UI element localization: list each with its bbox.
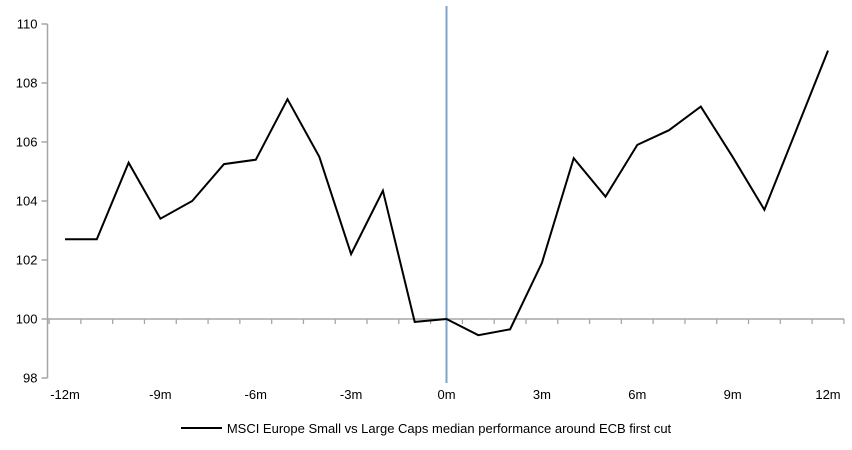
line-chart: 98 100 102 104 106 108 110 -12m -9m -6m -3m 0m 3m 6m 9… — [16, 6, 845, 402]
x-tick-label: -12m — [50, 387, 80, 402]
x-tick-label: 3m — [533, 387, 551, 402]
series-line — [65, 50, 829, 337]
legend-line-sample — [180, 427, 222, 429]
y-tick-label: 106 — [16, 135, 38, 150]
x-tick-label: 6m — [628, 387, 646, 402]
x-tick-label: -6m — [245, 387, 267, 402]
x-tick-label: 9m — [724, 387, 742, 402]
y-tick-label: 110 — [17, 17, 38, 32]
y-tick-label: 98 — [23, 371, 37, 386]
x-tick-label: -3m — [340, 387, 362, 402]
x-tick-label: 0m — [437, 387, 455, 402]
y-tick-label: 108 — [16, 76, 38, 91]
legend: MSCI Europe Small vs Large Caps median p… — [0, 419, 852, 437]
y-tick-label: 102 — [16, 253, 38, 268]
y-tick-label: 104 — [16, 194, 38, 209]
x-tick-label: -9m — [149, 387, 171, 402]
y-tick-label: 100 — [16, 312, 38, 327]
legend-label: MSCI Europe Small vs Large Caps median p… — [226, 420, 672, 436]
x-tick-label: 12m — [815, 387, 840, 402]
